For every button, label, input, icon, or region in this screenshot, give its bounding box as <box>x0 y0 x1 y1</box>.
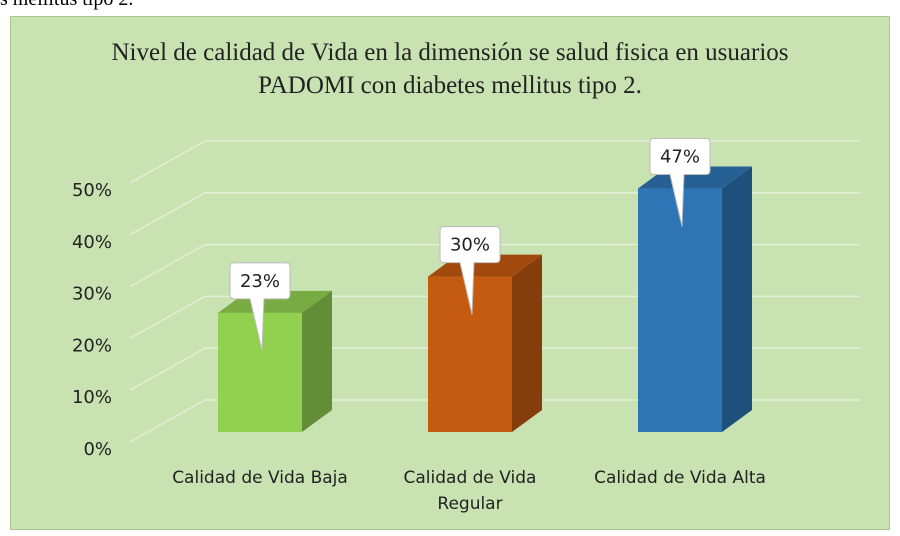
data-label: 23% <box>240 271 280 292</box>
data-label-callout <box>649 138 711 227</box>
bar <box>638 188 722 432</box>
grid-line <box>129 140 860 184</box>
y-tick-label: 10% <box>72 387 112 408</box>
x-tick-label: Calidad de Vida Baja <box>172 468 348 488</box>
data-label: 30% <box>450 235 490 256</box>
bar-side <box>302 290 332 432</box>
caption-fragment: s mellitus tipo 2. <box>0 0 133 11</box>
data-label-callout <box>439 226 501 315</box>
x-tick-label: Calidad de Vida Alta <box>594 468 766 488</box>
y-tick-label: 0% <box>83 439 112 460</box>
data-label-callout <box>229 262 291 351</box>
bar-side <box>722 166 752 433</box>
x-tick-label: Calidad de Vida Regular <box>403 468 537 514</box>
data-label: 47% <box>660 147 700 168</box>
bar-side <box>512 254 542 432</box>
y-tick-label: 20% <box>72 335 112 356</box>
chart-title: Nivel de calidad de Vida en la dimensión… <box>111 39 789 99</box>
y-tick-label: 40% <box>72 232 112 253</box>
y-tick-label: 50% <box>72 180 112 201</box>
y-tick-label: 30% <box>72 284 112 305</box>
